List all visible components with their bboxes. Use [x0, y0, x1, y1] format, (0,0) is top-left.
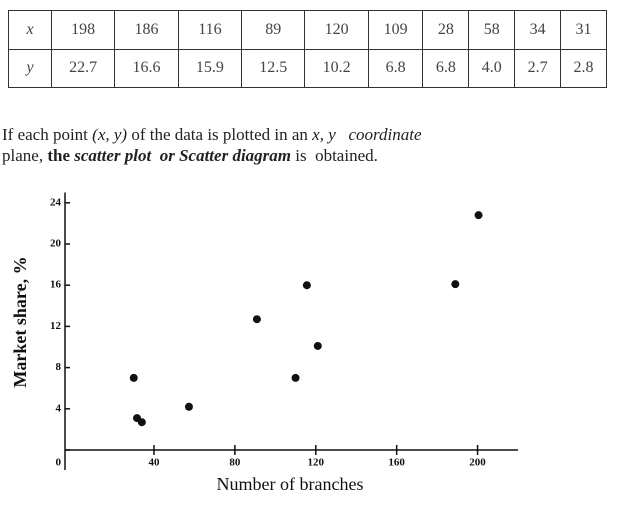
cell: 10.2 [304, 48, 369, 88]
table-row: y 22.7 16.6 15.9 12.5 10.2 6.8 6.8 4.0 2… [8, 48, 607, 88]
point [302, 281, 311, 290]
text: (x, y) [92, 125, 128, 144]
cell: 16.6 [114, 48, 179, 88]
x-tick-label: 160 [388, 457, 405, 469]
point [252, 315, 261, 324]
y-axis-label: Market share, % [10, 256, 30, 387]
cell: 89 [241, 10, 306, 50]
x-tick-label: 200 [469, 457, 486, 469]
cell: 28 [422, 10, 470, 50]
point [291, 373, 300, 382]
point [474, 211, 483, 220]
cell: 6.8 [367, 48, 424, 88]
point [137, 418, 146, 427]
data-table: x 198 186 116 89 120 109 28 58 34 31 y 2… [8, 10, 607, 88]
point [184, 402, 193, 411]
cell: x [8, 10, 52, 50]
x-axis-label: Number of branches [217, 474, 364, 494]
cell: 120 [304, 10, 369, 50]
point [129, 373, 138, 382]
text: is obtained. [291, 146, 378, 165]
y-tick-label: 8 [56, 361, 62, 373]
cell: 34 [514, 10, 562, 50]
paragraph: If each point (x, y) of the data is plot… [2, 124, 422, 166]
y-tick-label: 16 [50, 279, 62, 291]
text: plane, [2, 146, 48, 165]
x-tick-label: 40 [148, 457, 160, 469]
point [451, 280, 460, 289]
y-tick-label: 4 [56, 402, 62, 414]
y-tick-label: 24 [50, 196, 62, 208]
cell: 109 [367, 10, 424, 50]
cell: 6.8 [422, 48, 470, 88]
text: the [47, 146, 75, 165]
y-tick-label: 20 [50, 238, 62, 250]
text: If each point [2, 125, 93, 144]
cell: y [8, 48, 52, 88]
cell: 186 [114, 10, 179, 50]
cell: 15.9 [177, 48, 243, 88]
cell: 22.7 [50, 48, 116, 88]
text: scatter plot or Scatter diagram [74, 146, 291, 165]
table-row: x 198 186 116 89 120 109 28 58 34 31 [8, 10, 607, 50]
x-tick-label: 120 [308, 457, 325, 469]
text: coordinate [335, 125, 422, 144]
text: of the data is plotted in an [127, 125, 313, 144]
point [313, 341, 322, 350]
cell: 12.5 [241, 48, 306, 88]
y-tick-label: 12 [50, 320, 62, 332]
y-tick-label: 0 [56, 457, 62, 469]
text: x, y [312, 125, 336, 144]
x-tick-label: 80 [229, 457, 241, 469]
cell: 2.8 [560, 48, 607, 88]
cell: 2.7 [514, 48, 562, 88]
